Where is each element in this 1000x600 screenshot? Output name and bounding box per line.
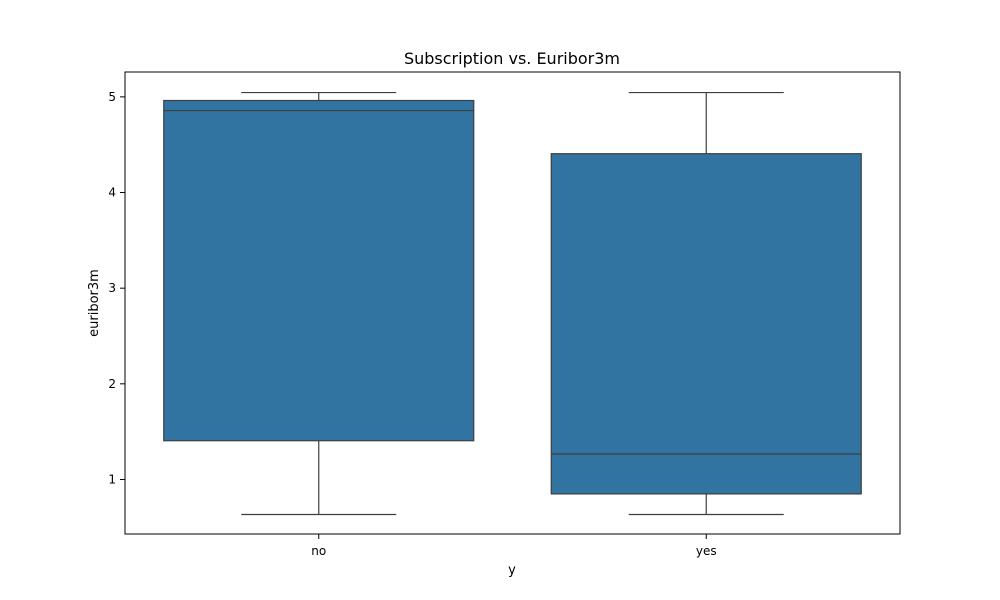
boxes-layer	[163, 91, 862, 516]
x-axis-label: y	[508, 563, 516, 578]
y-tick-label: 3	[108, 281, 116, 295]
y-tick-label: 2	[108, 377, 116, 391]
chart-title: Subscription vs. Euribor3m	[404, 49, 620, 68]
box-no	[163, 91, 475, 516]
x-axis: no yes	[311, 534, 717, 558]
x-tick-label: yes	[696, 544, 717, 558]
y-tick-label: 4	[108, 186, 116, 200]
iqr-box	[550, 153, 862, 495]
y-axis: 1 2 3 4 5	[108, 90, 125, 486]
x-tick-label: no	[311, 544, 326, 558]
y-tick-label: 5	[108, 90, 116, 104]
box-yes	[550, 91, 862, 516]
iqr-box	[163, 99, 475, 442]
y-axis-label: euribor3m	[87, 269, 102, 337]
y-tick-label: 1	[108, 472, 116, 486]
plot-frame	[124, 71, 901, 535]
